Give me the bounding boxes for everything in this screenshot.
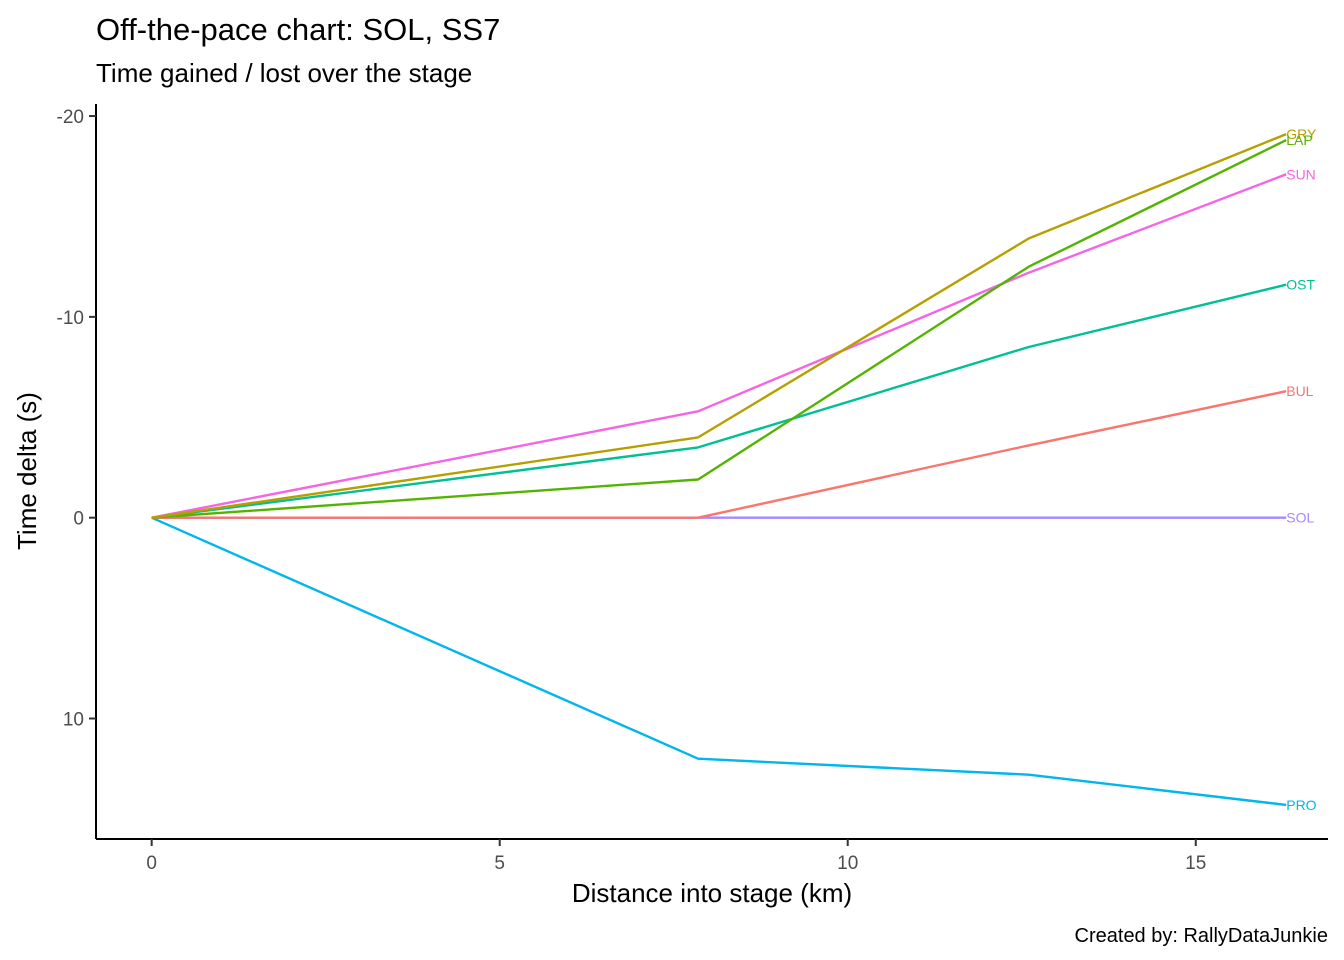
y-tick-label: 0 — [73, 509, 84, 530]
x-tick-label: 10 — [837, 853, 858, 874]
y-axis-ticks: -20 -10 0 10 — [57, 107, 96, 731]
y-tick-label: 10 — [63, 710, 84, 731]
chart-subtitle: Time gained / lost over the stage — [96, 58, 472, 88]
x-tick-label: 0 — [146, 853, 157, 874]
series-label-sun: SUN — [1286, 166, 1316, 182]
series-line-gry — [151, 132, 1287, 519]
y-tick-label: -10 — [57, 308, 84, 329]
series-label-ost: OST — [1286, 277, 1315, 293]
series-label-sol: SOL — [1286, 510, 1314, 526]
x-axis-title: Distance into stage (km) — [572, 878, 852, 908]
x-tick-label: 15 — [1185, 853, 1206, 874]
x-tick-label: 5 — [494, 853, 505, 874]
series-label-lap: LAP — [1286, 132, 1312, 148]
plot-lines — [151, 132, 1287, 807]
series-line-lap — [151, 139, 1287, 519]
y-tick-label: -20 — [57, 107, 84, 128]
chart-title: Off-the-pace chart: SOL, SS7 — [96, 12, 500, 47]
x-axis-ticks: 0 5 10 15 — [146, 839, 1206, 874]
series-line-pro — [151, 516, 1287, 807]
y-axis-title: Time delta (s) — [12, 392, 42, 550]
series-line-sun — [151, 173, 1287, 519]
series-label-gry: GRY — [1286, 126, 1317, 142]
series-label-bul: BUL — [1286, 383, 1313, 399]
series-line-ost — [151, 283, 1287, 519]
series-label-pro: PRO — [1286, 797, 1316, 813]
chart-caption: Created by: RallyDataJunkie — [1075, 925, 1328, 947]
series-line-bul — [151, 390, 1287, 519]
